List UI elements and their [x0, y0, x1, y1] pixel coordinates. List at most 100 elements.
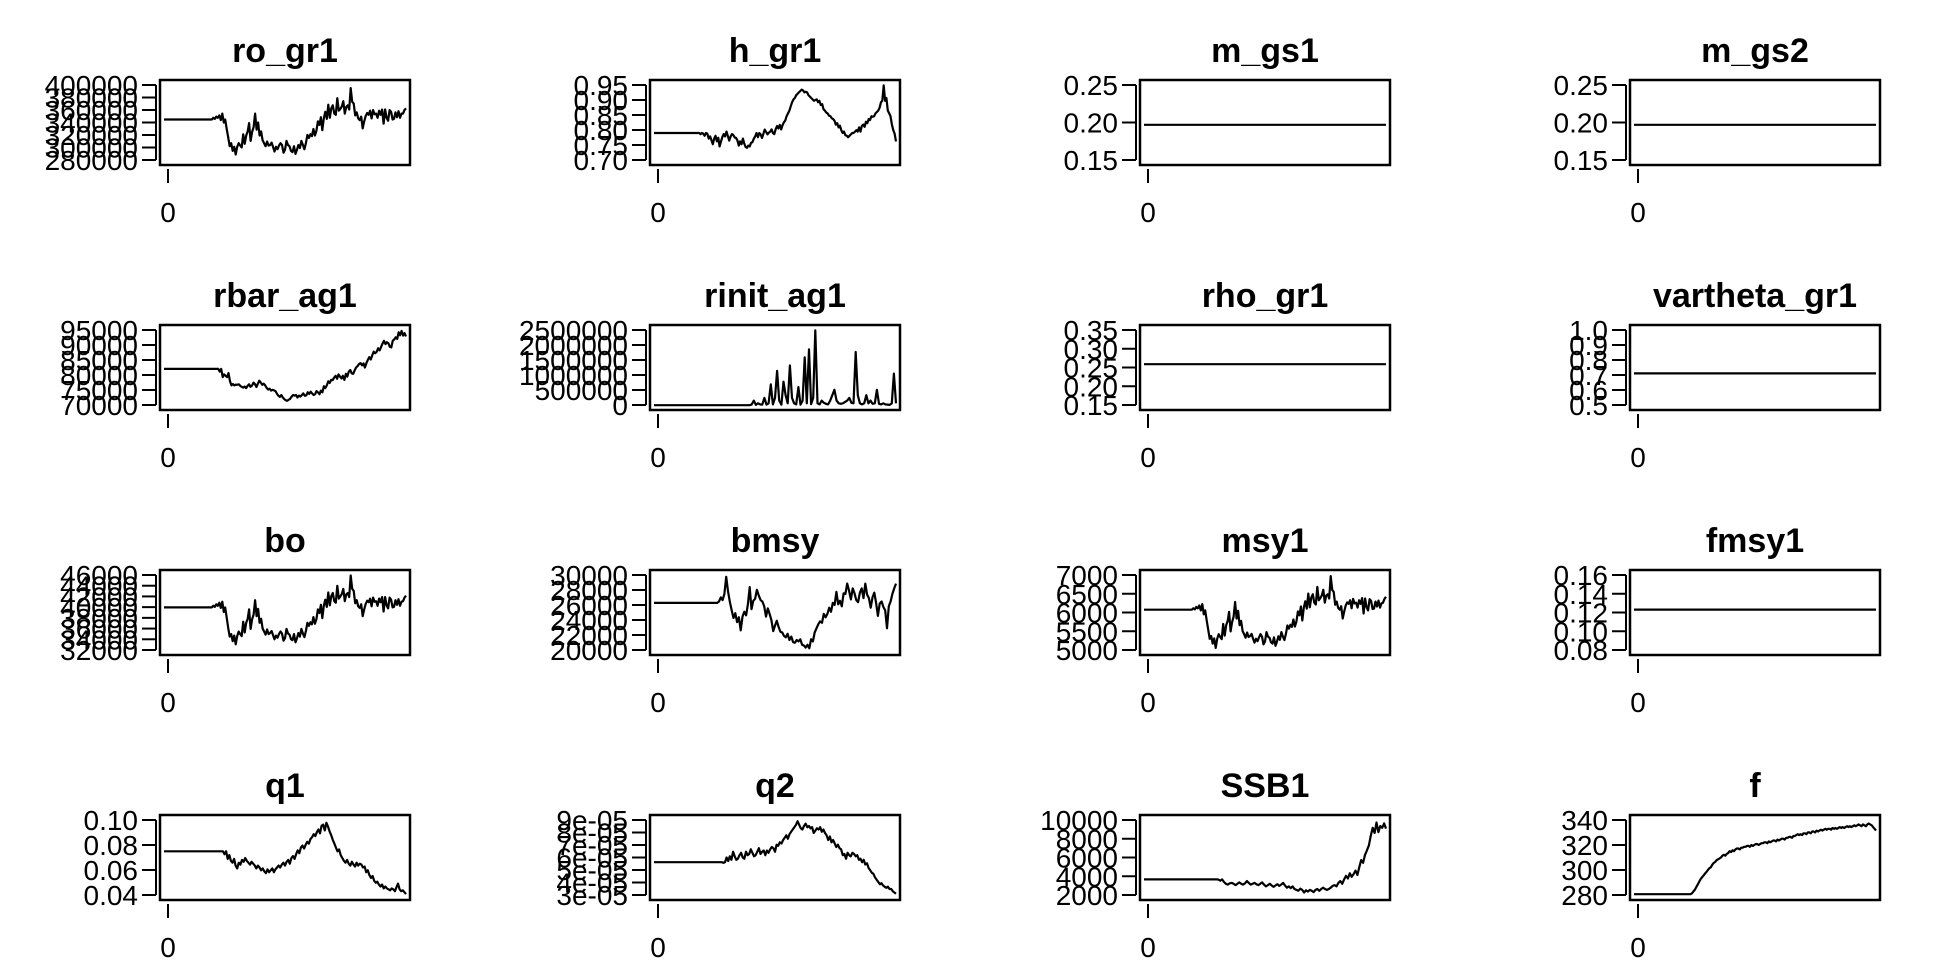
- y-tick-label: 7e-05: [556, 830, 628, 861]
- y-tick-label: 95000: [60, 315, 138, 346]
- plot-box: [158, 568, 412, 657]
- y-tick-label: 0.06: [84, 855, 139, 886]
- y-tick-label: 0.5: [1569, 390, 1608, 421]
- y-tick-label: 34000: [60, 624, 138, 655]
- y-tick-label: 6000: [1056, 598, 1118, 629]
- y-tick-label: 0.35: [1064, 315, 1119, 346]
- plot-box: [158, 323, 412, 412]
- y-tick-label: 32000: [60, 635, 138, 666]
- panel-h_gr1: h_gr1 0.950.900.850.800.750.70 0: [574, 32, 902, 228]
- y-tick-label: 0.25: [1554, 70, 1609, 101]
- y-tick-label: 0.08: [84, 830, 139, 861]
- panel-title: q1: [265, 767, 305, 805]
- series-line: [654, 820, 897, 895]
- y-tick-label: 500000: [535, 375, 628, 406]
- y-tick-label: 44000: [60, 571, 138, 602]
- y-tick-label: 1.0: [1569, 315, 1608, 346]
- y-tick-label: 75000: [60, 375, 138, 406]
- series-line: [164, 86, 407, 156]
- y-tick-label: 320: [1561, 830, 1608, 861]
- panel-title: m_gs1: [1211, 32, 1319, 70]
- y-tick-label: 0.15: [1064, 145, 1119, 176]
- y-tick-label: 1000000: [519, 360, 628, 391]
- x-tick-label: 0: [1140, 197, 1156, 228]
- y-tick-label: 2500000: [519, 315, 628, 346]
- y-tick-label: 360000: [45, 95, 138, 126]
- y-tick-label: 26000: [550, 590, 628, 621]
- y-tick-label: 10000: [1040, 805, 1118, 836]
- x-tick-label: 0: [650, 932, 666, 963]
- y-tick-label: 0.12: [1554, 598, 1609, 629]
- series-line: [164, 574, 407, 646]
- series-line: [164, 329, 408, 402]
- panel-rho_gr1: rho_gr1 0.350.300.250.200.15 0: [1064, 277, 1392, 473]
- series-line: [654, 84, 898, 149]
- plot-box: [648, 813, 902, 902]
- y-tick-label: 0.20: [1554, 108, 1609, 139]
- plot-box: [158, 813, 412, 902]
- y-tick-label: 6500: [1056, 579, 1118, 610]
- y-tick-label: 90000: [60, 330, 138, 361]
- y-tick-label: 0.7: [1569, 360, 1608, 391]
- y-tick-label: 8000: [1056, 824, 1118, 855]
- series-line: [164, 821, 407, 895]
- panel-title: msy1: [1222, 522, 1309, 560]
- y-tick-label: 0.04: [84, 880, 139, 911]
- y-tick-label: 0.75: [574, 130, 629, 161]
- y-tick-label: 0.9: [1569, 330, 1608, 361]
- y-tick-label: 0.25: [1064, 353, 1119, 384]
- plot-box: [1628, 568, 1882, 657]
- plot-box: [1138, 568, 1392, 657]
- y-tick-label: 320000: [45, 120, 138, 151]
- y-tick-label: 0.20: [1064, 108, 1119, 139]
- panel-title: rho_gr1: [1202, 277, 1329, 315]
- y-tick-label: 0.15: [1554, 145, 1609, 176]
- plot-box: [1138, 78, 1392, 167]
- y-tick-label: 20000: [550, 635, 628, 666]
- y-tick-label: 8e-05: [556, 818, 628, 849]
- y-tick-label: 0.80: [574, 115, 629, 146]
- y-tick-label: 0.85: [574, 100, 629, 131]
- y-tick-label: 46000: [60, 560, 138, 591]
- y-tick-label: 38000: [60, 603, 138, 634]
- x-tick-label: 0: [650, 442, 666, 473]
- plot-box: [1628, 78, 1882, 167]
- series-line: [1144, 574, 1387, 650]
- plot-box: [648, 568, 902, 657]
- x-tick-label: 0: [160, 687, 176, 718]
- panel-ro_gr1: ro_gr1 4000003800003600003400003200003000…: [45, 32, 412, 228]
- y-tick-label: 0.70: [574, 145, 629, 176]
- x-tick-label: 0: [160, 197, 176, 228]
- plot-box: [1628, 323, 1882, 412]
- x-tick-label: 0: [1140, 442, 1156, 473]
- y-tick-label: 42000: [60, 581, 138, 612]
- y-tick-label: 400000: [45, 70, 138, 101]
- y-tick-label: 340000: [45, 108, 138, 139]
- x-tick-label: 0: [1140, 932, 1156, 963]
- y-tick-label: 3e-05: [556, 880, 628, 911]
- x-tick-label: 0: [1630, 932, 1646, 963]
- y-tick-label: 340: [1561, 805, 1608, 836]
- y-tick-label: 2000000: [519, 330, 628, 361]
- x-tick-label: 0: [160, 442, 176, 473]
- panel-title: rinit_ag1: [704, 277, 846, 315]
- y-tick-label: 0.10: [1554, 616, 1609, 647]
- plot-box: [1138, 813, 1392, 902]
- x-tick-label: 0: [650, 197, 666, 228]
- y-tick-label: 22000: [550, 620, 628, 651]
- x-tick-label: 0: [1140, 687, 1156, 718]
- y-tick-label: 5000: [1056, 635, 1118, 666]
- panel-title: m_gs2: [1701, 32, 1809, 70]
- panel-fmsy1: fmsy1 0.160.140.120.100.08 0: [1554, 522, 1882, 718]
- y-tick-label: 280: [1561, 880, 1608, 911]
- x-tick-label: 0: [1630, 197, 1646, 228]
- series-line: [654, 575, 898, 650]
- y-tick-label: 5500: [1056, 616, 1118, 647]
- y-tick-label: 0.14: [1554, 579, 1609, 610]
- panel-title: rbar_ag1: [213, 277, 357, 315]
- plot-box: [1628, 813, 1882, 902]
